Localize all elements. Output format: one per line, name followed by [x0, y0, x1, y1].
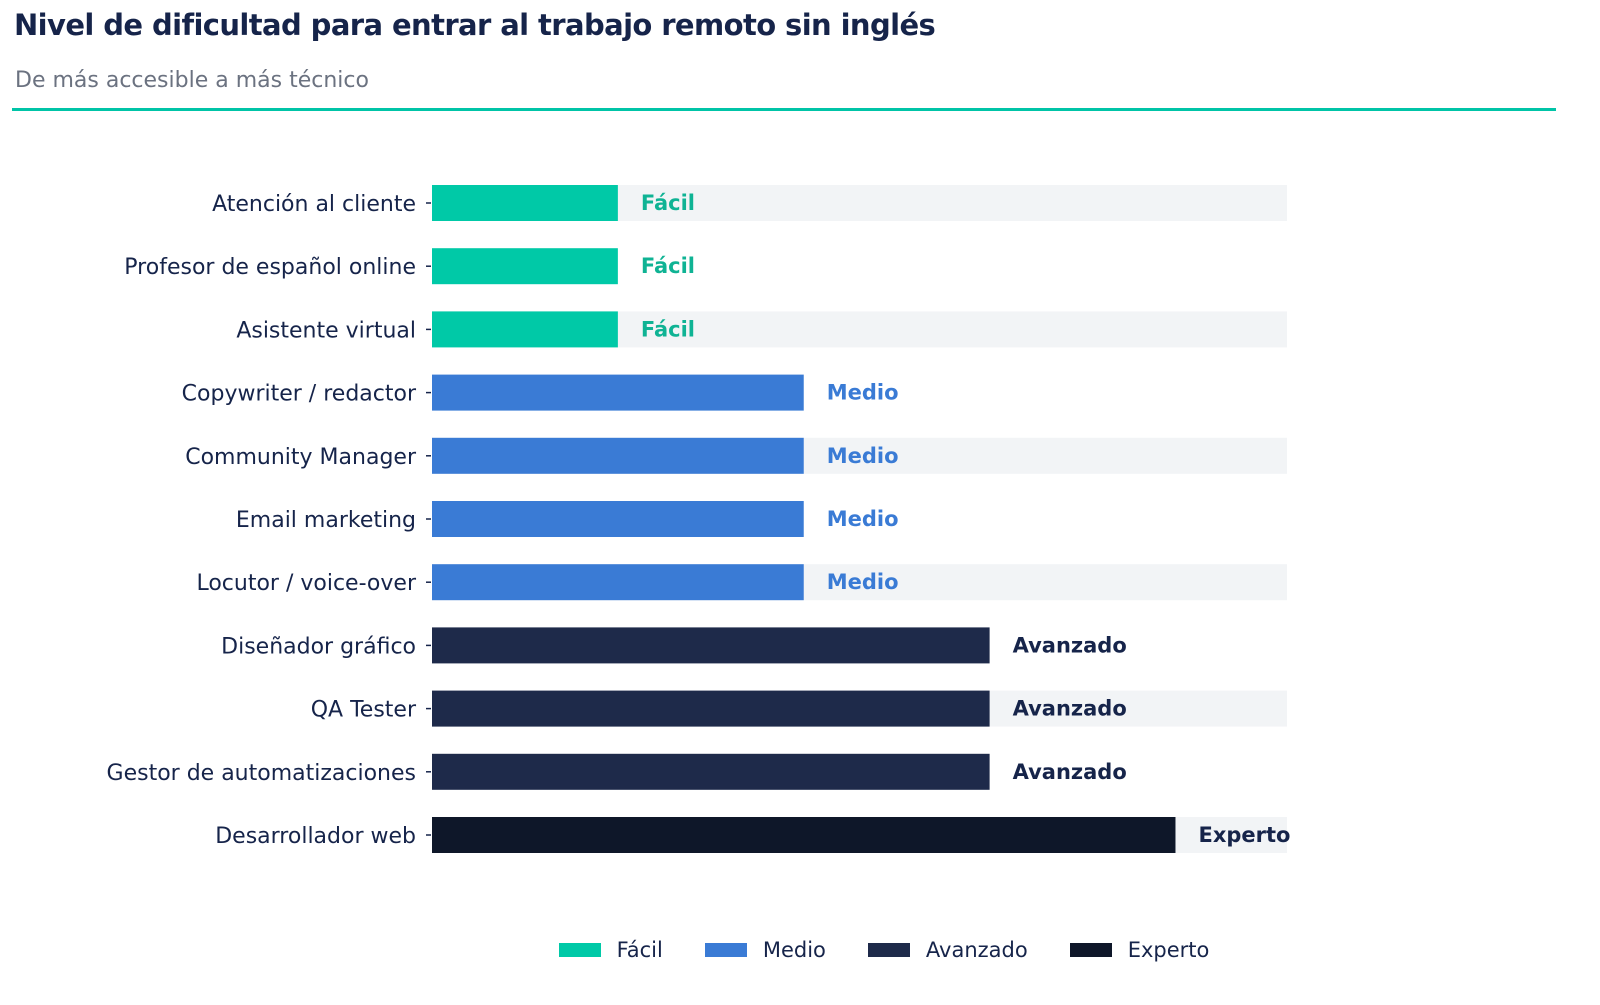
bar [432, 185, 618, 221]
level-label: Fácil [641, 254, 695, 278]
bar [432, 248, 618, 285]
category-label: Diseñador gráfico [221, 634, 416, 659]
category-label: Copywriter / redactor [182, 382, 417, 407]
level-label: Medio [827, 570, 899, 594]
category-label: Community Manager [185, 445, 417, 470]
header-divider [12, 108, 1556, 111]
level-label: Avanzado [1013, 760, 1127, 784]
legend-swatch [558, 943, 601, 957]
category-label: Profesor de español online [124, 255, 416, 280]
legend-swatch [704, 943, 747, 957]
level-label: Medio [827, 381, 899, 405]
category-label: Email marketing [236, 508, 416, 533]
category-label: Gestor de automatizaciones [107, 761, 416, 786]
bar [432, 437, 804, 474]
bar [432, 627, 990, 664]
level-label: Medio [827, 444, 899, 468]
level-label: Fácil [641, 317, 695, 341]
level-label: Fácil [641, 191, 695, 215]
legend-label: Experto [1127, 938, 1210, 962]
legend-item: Avanzado [867, 933, 1028, 967]
bar-chart: Atención al cliente Fácil Profesor de espa… [107, 185, 1290, 853]
category-label: Atención al cliente [212, 192, 416, 217]
level-label: Avanzado [1013, 633, 1127, 657]
bar [432, 753, 990, 790]
chart-subtitle: De más accesible a más técnico [15, 68, 369, 93]
bar [432, 311, 618, 348]
bar [432, 690, 990, 727]
bar [432, 501, 804, 537]
legend-label: Fácil [616, 938, 663, 962]
bar [432, 374, 804, 411]
bar [432, 564, 804, 601]
category-label: Locutor / voice-over [196, 571, 416, 596]
legend-item: Medio [704, 933, 826, 967]
legend-label: Avanzado [925, 938, 1028, 962]
chart-title: Nivel de dificultad para entrar al traba… [14, 8, 936, 42]
legend-item: Fácil [558, 933, 663, 967]
level-label: Avanzado [1013, 697, 1127, 721]
legend-label: Medio [762, 938, 826, 962]
legend-swatch [1069, 943, 1112, 957]
category-label: Asistente virtual [236, 318, 416, 343]
level-label: Medio [827, 507, 899, 531]
chart-legend: Fácil Medio Avanzado Experto [0, 933, 1600, 967]
category-label: Desarrollador web [215, 824, 416, 849]
bar [432, 817, 1176, 853]
legend-item: Experto [1069, 933, 1210, 967]
category-label: QA Tester [311, 698, 417, 723]
level-label: Experto [1198, 823, 1290, 847]
legend-swatch [867, 943, 910, 957]
